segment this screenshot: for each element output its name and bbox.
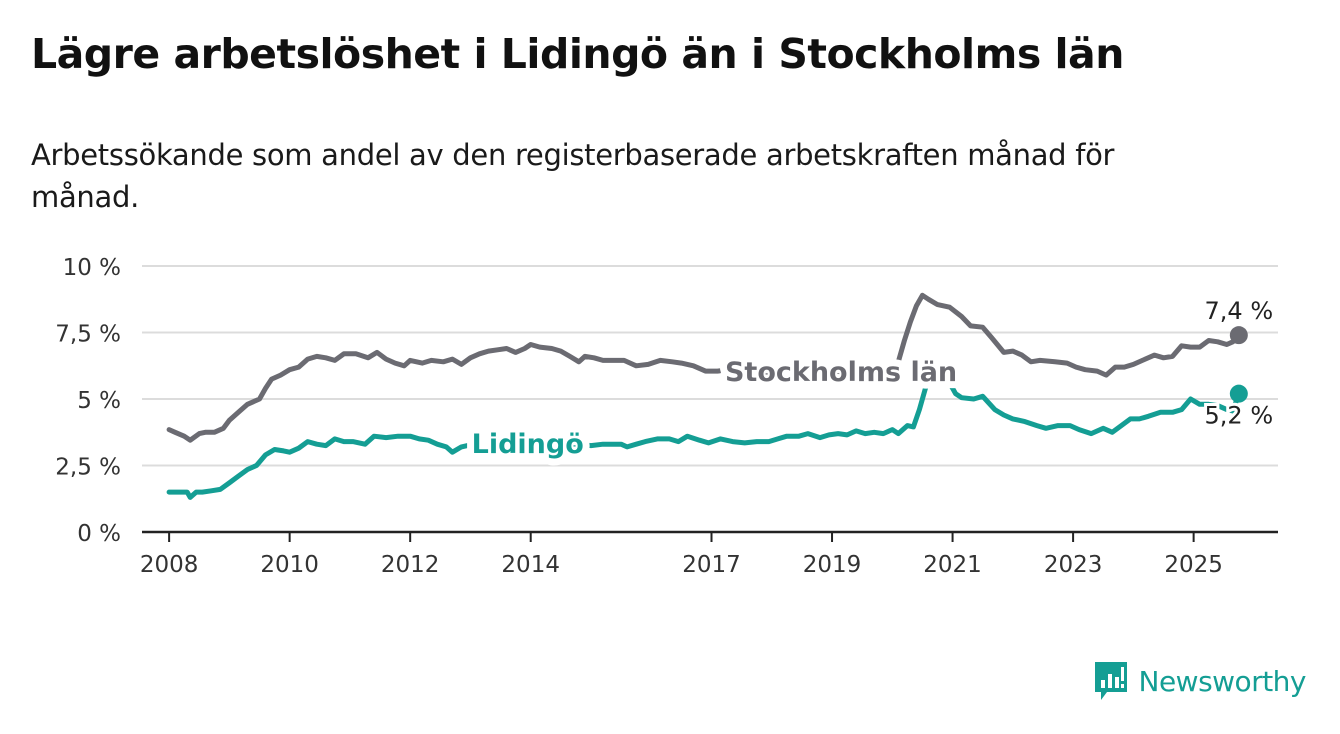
x-tick-label: 2014 bbox=[501, 552, 560, 578]
annotations: Stockholms län Lidingö 7,4 % 5,2 % bbox=[465, 294, 1277, 467]
end-point-marker bbox=[1229, 384, 1248, 403]
x-tick-label: 2021 bbox=[923, 552, 982, 578]
x-tick-label: 2023 bbox=[1044, 552, 1103, 578]
y-tick-label: 5 % bbox=[77, 388, 121, 414]
series-lines bbox=[166, 292, 1242, 500]
x-tick-label: 2017 bbox=[682, 552, 741, 578]
chart-title: Lägre arbetslöshet i Lidingö än i Stockh… bbox=[31, 30, 1124, 78]
y-axis: 0 % 2,5 % 5 % 7,5 % 10 % bbox=[55, 255, 121, 547]
brand-logo: Newsworthy bbox=[1093, 660, 1307, 702]
end-value-label: 5,2 % bbox=[1205, 402, 1274, 430]
series-label: Stockholms län bbox=[725, 357, 957, 388]
bar-chart-logo-icon bbox=[1094, 662, 1127, 700]
x-tick-label: 2025 bbox=[1164, 552, 1223, 578]
x-tick-label: 2012 bbox=[381, 552, 440, 578]
series-line bbox=[166, 363, 1242, 500]
x-axis: 2008 2010 2012 2014 2017 2019 2021 2023 2025 bbox=[140, 530, 1278, 578]
x-tick-label: 2010 bbox=[260, 552, 319, 578]
brand-name: Newsworthy bbox=[1138, 664, 1307, 698]
gridlines bbox=[142, 265, 1278, 467]
series-label: Lidingö bbox=[472, 429, 584, 460]
y-tick-label: 10 % bbox=[63, 255, 121, 281]
y-tick-label: 7,5 % bbox=[55, 322, 121, 348]
x-tick-label: 2008 bbox=[140, 552, 199, 578]
end-value-label: 7,4 % bbox=[1205, 297, 1274, 325]
y-tick-label: 0 % bbox=[77, 521, 121, 547]
end-point-marker bbox=[1229, 326, 1248, 345]
x-tick-label: 2019 bbox=[803, 552, 862, 578]
y-tick-label: 2,5 % bbox=[55, 455, 121, 481]
series-line bbox=[166, 292, 1242, 443]
chart-subtitle: Arbetssökande som andel av den registerb… bbox=[31, 138, 1115, 214]
